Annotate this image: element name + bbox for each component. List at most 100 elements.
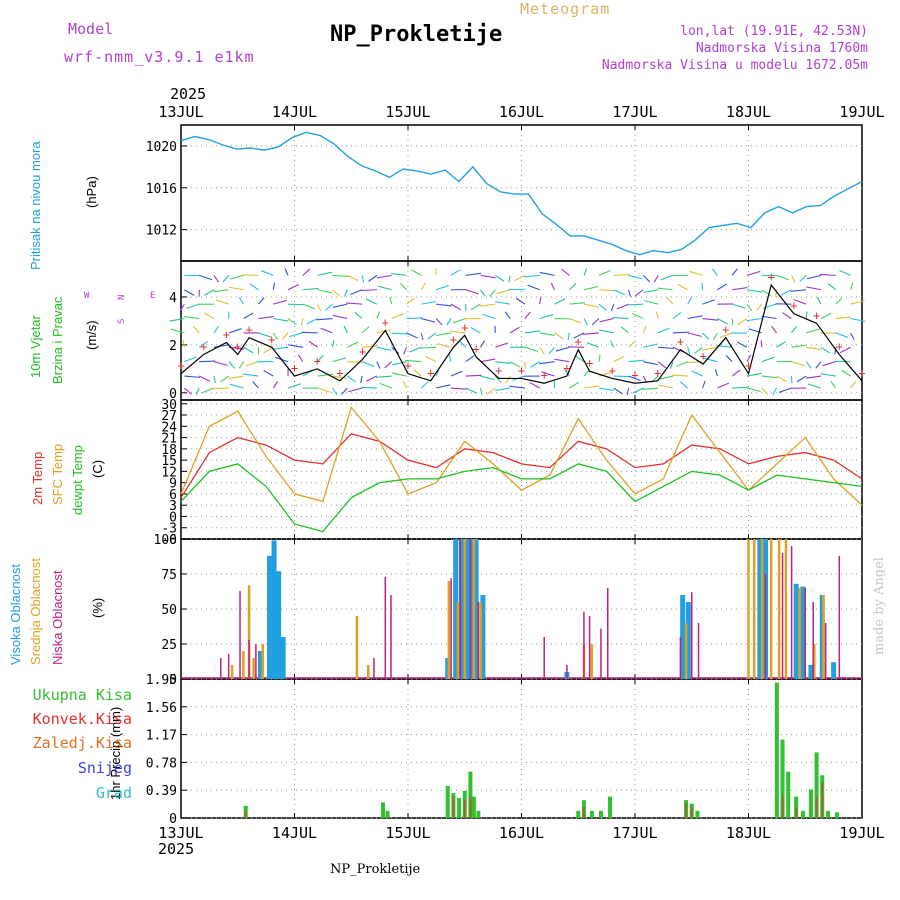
- wind-barb: [586, 342, 600, 348]
- wind-gust-mark: +: [745, 359, 752, 373]
- cloud-bar-0: [480, 595, 486, 679]
- wind-barb: [350, 289, 363, 296]
- y-tick-label: 6: [169, 488, 177, 503]
- y-tick-label: 18: [161, 443, 177, 458]
- wind-gust-mark: +: [722, 323, 729, 337]
- pressure-line: [180, 131, 863, 256]
- wind-barb: [653, 275, 659, 283]
- precip-bar-0: [835, 812, 840, 818]
- cloud-bar-2: [469, 539, 472, 679]
- wind-barb: [302, 268, 311, 276]
- wind-barb: [204, 289, 215, 296]
- wind-barb: [840, 346, 851, 354]
- wind-barb: [384, 361, 393, 369]
- cloud-bar-2: [600, 628, 602, 679]
- wind-barb: [631, 312, 644, 320]
- wind-barb: [184, 375, 201, 378]
- wind-barb: [306, 318, 318, 325]
- wind-barb: [504, 311, 511, 319]
- x-tick-label-top: 13JUL: [158, 103, 203, 121]
- wind-barb: [198, 340, 209, 348]
- wind-barb: [317, 354, 324, 363]
- wind-barb: [805, 311, 808, 319]
- wind-barb: [229, 383, 244, 389]
- wind-barb: [421, 300, 437, 305]
- wind-barb: [719, 332, 733, 338]
- wind-barb: [687, 332, 702, 337]
- wind-barb: [391, 372, 407, 377]
- wind-barb: [406, 317, 423, 320]
- wind-barb: [527, 284, 540, 291]
- precip-bar-0: [385, 810, 390, 818]
- legend-konvek: Konvek.Kisa: [32, 710, 132, 728]
- cloud-bar-1: [230, 665, 234, 679]
- wind-barb: [302, 287, 319, 291]
- wind-barb: [746, 387, 761, 393]
- wind-gust-mark: +: [541, 368, 548, 382]
- wind-gust-mark: +: [609, 363, 616, 377]
- wind-barb: [805, 361, 812, 369]
- wind-gust-mark: +: [404, 359, 411, 373]
- x-tick-label-top: 15JUL: [385, 103, 430, 121]
- model-value: wrf-nmm_v3.9.1 e1km: [64, 48, 255, 66]
- wind-barb: [505, 375, 511, 384]
- wind-barb: [213, 344, 230, 348]
- precip-bar-0: [468, 771, 473, 818]
- wind-barb: [550, 282, 556, 290]
- compass-north: N: [117, 295, 127, 300]
- cloud-bar-2: [679, 637, 682, 679]
- wind-barb: [509, 361, 521, 368]
- cloud-bar-1: [252, 658, 255, 679]
- wind-barb: [554, 298, 566, 305]
- wind-barb: [835, 297, 843, 305]
- cloud-bar-1: [355, 616, 359, 679]
- legend-ukupna: Ukupna Kisa: [32, 686, 132, 704]
- y-tick-label: 1.17: [146, 729, 177, 744]
- wind-barb: [199, 274, 213, 281]
- wind-barb: [320, 327, 333, 334]
- wind-barb: [554, 332, 564, 340]
- wind-barb: [258, 297, 265, 305]
- wind-barb: [717, 283, 727, 291]
- wind-barb: [368, 274, 378, 282]
- wind-barb: [450, 330, 466, 334]
- cloud-bar-2: [588, 616, 591, 679]
- y-tick-label: 12: [161, 465, 177, 480]
- wind-barb: [424, 356, 437, 363]
- cloud-bar-2: [227, 653, 230, 679]
- elevation-label: Nadmorska Visina 1760m: [695, 41, 868, 56]
- wind-barb: [420, 282, 426, 291]
- y-tick-label: 24: [161, 420, 177, 435]
- wind-barb: [746, 270, 761, 276]
- y-tick-label: 25: [161, 638, 177, 653]
- cloud-bar-2: [219, 658, 222, 679]
- wind-barb: [193, 325, 200, 334]
- wind-barb: [273, 317, 289, 322]
- wind-barb: [834, 347, 837, 355]
- wind-barb: [791, 344, 807, 348]
- wind-barb: [325, 303, 333, 311]
- wind-barb: [391, 313, 404, 320]
- wind-barb: [671, 374, 688, 377]
- wind-barb: [486, 387, 496, 395]
- wind-barb: [376, 311, 381, 319]
- wind-barb: [583, 285, 599, 291]
- wind-barb: [421, 317, 436, 323]
- wind-barb: [435, 384, 451, 389]
- wind-barb: [850, 282, 854, 290]
- wind-barb: [584, 385, 600, 389]
- wind-barb: [632, 387, 644, 394]
- wind-barb: [717, 382, 730, 389]
- precip-bar-0: [381, 802, 386, 818]
- wind-barb: [348, 387, 363, 393]
- wind-barb: [213, 325, 219, 334]
- y-tick-label: 1016: [146, 182, 177, 197]
- wind-barb: [332, 303, 348, 308]
- wind-barb: [406, 332, 418, 339]
- wind-barb: [287, 344, 303, 348]
- wind-barb: [835, 332, 849, 338]
- wind-barb: [450, 269, 461, 276]
- wind-barb: [509, 385, 525, 389]
- cloud-bar-0: [271, 540, 277, 679]
- wind-barb: [347, 341, 359, 348]
